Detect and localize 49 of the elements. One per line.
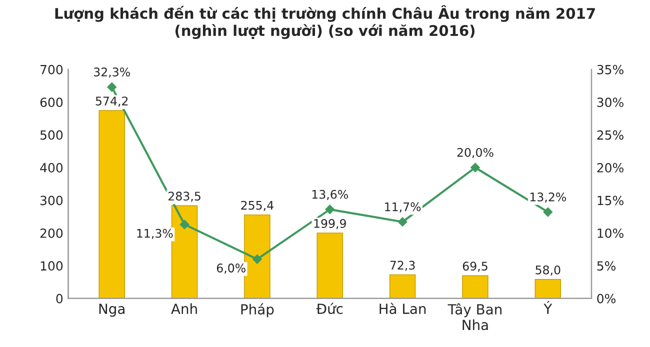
y-tick-label: 600 <box>40 98 63 108</box>
data-label: 13,2% <box>530 192 566 203</box>
point <box>398 217 408 226</box>
y-tick-label: 700 <box>40 64 63 74</box>
data-label: 20,0% <box>457 148 494 158</box>
data-label: 283,5 <box>168 192 200 202</box>
data-label: 199,9 <box>314 219 346 230</box>
x-tick-label: Đức <box>316 302 343 314</box>
x-tick-label: Hà Lan <box>380 302 426 314</box>
bar <box>98 110 125 298</box>
data-label: 69,5 <box>462 262 488 272</box>
data-label: 574,2 <box>96 96 128 107</box>
point <box>325 204 334 214</box>
point <box>252 254 262 264</box>
y2-tick-label: 10% <box>598 228 624 238</box>
data-label: 255,4 <box>241 200 274 211</box>
bar <box>171 205 198 298</box>
point <box>180 220 190 230</box>
bar <box>316 232 344 298</box>
bar <box>534 279 562 298</box>
data-label: 11,7% <box>385 202 421 212</box>
x-tick-label: Pháp <box>241 303 274 318</box>
point <box>470 162 480 172</box>
chart-title: Lượng khách đến từ các thị trường chính Châu Âu trong năm 2017 (nghìn lượt người) (so với năm 2016) <box>55 5 595 39</box>
point <box>543 207 553 217</box>
x-tick-label: Anh <box>171 303 197 314</box>
y-tick-label: 0 <box>56 294 63 304</box>
y2-tick-label: 25% <box>597 130 624 140</box>
data-label: 32,3% <box>94 68 130 78</box>
x-tick-label: Ý <box>544 300 552 314</box>
y2-tick-label: 30% <box>597 98 624 108</box>
y2-tick-label: 35% <box>597 64 624 74</box>
data-label: 11,3% <box>137 228 173 239</box>
y2-tick-label: 20% <box>597 163 624 172</box>
x-tick-label: Tây Ban Nha <box>448 303 502 330</box>
point <box>107 82 116 92</box>
y-tick-label: 200 <box>40 228 63 238</box>
data-label: 72,3 <box>390 260 415 271</box>
data-label: 58,0 <box>536 265 560 276</box>
data-label: 13,6% <box>312 190 348 200</box>
y-tick-label: 500 <box>40 130 63 140</box>
y-tick-label: 300 <box>40 196 63 206</box>
y2-tick-label: 5% <box>597 261 616 271</box>
y2-tick-label: 15% <box>598 196 624 206</box>
y-tick-label: 100 <box>40 261 63 271</box>
y-tick-label: 400 <box>40 163 63 172</box>
y2-tick-label: 0% <box>597 294 616 304</box>
x-tick-label: Nga <box>99 304 124 317</box>
data-label: 6,0% <box>216 264 246 274</box>
